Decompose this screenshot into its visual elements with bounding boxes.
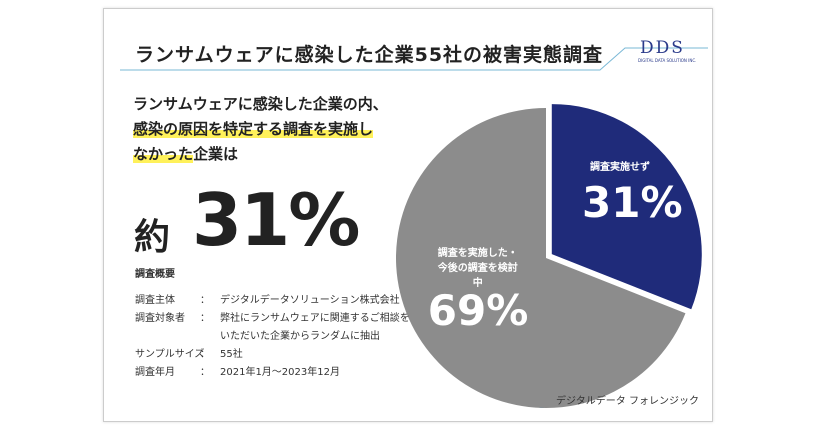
survey-detail: 2021年1月～2023年12月 (220, 367, 340, 378)
lead-highlight: なかった (133, 145, 194, 163)
lead-line: 企業は (193, 145, 239, 163)
survey-detail: 弊社にランサムウェアに関連するご相談を (220, 313, 410, 324)
brand: デジタルデータ フォレンジック (556, 396, 699, 407)
survey-detail: いただいた企業からランダムに抽出 (220, 331, 380, 342)
survey-sep: ： (200, 313, 210, 324)
survey-label: サンプルサイズ (135, 349, 205, 360)
title-rule (120, 47, 708, 71)
survey-label: 調査主体 (135, 295, 175, 306)
title: ランサムウェアに感染した企業55社の被害実態調査 (135, 44, 604, 66)
slice-value: 69% (427, 286, 529, 336)
pie (396, 104, 702, 408)
survey-detail: 55社 (220, 349, 243, 360)
slice-label: 調査実施せず (590, 161, 651, 173)
slice-label: 調査を実施した・今後の調査を検討中 (437, 248, 518, 290)
lead-line: 感染の原因を特定する調査を実施し (133, 120, 374, 138)
survey-label: 調査年月 (135, 367, 175, 378)
survey-title: 調査概要 (135, 269, 175, 280)
logo-sub: DIGITAL DATA SOLUTION INC. (638, 58, 697, 63)
survey-sep: ： (200, 349, 210, 360)
survey-sep: ： (200, 295, 210, 306)
lead-line: ランサムウェアに感染した企業の内、 (133, 95, 388, 113)
prefix: 約 (134, 217, 171, 258)
survey-label: 調査対象者 (135, 313, 185, 324)
headline-value: 31% (192, 178, 360, 262)
pie-slice (551, 104, 702, 310)
logo: DDS (640, 38, 685, 58)
survey-detail: デジタルデータソリューション株式会社 (220, 295, 400, 306)
slice-value: 31% (582, 177, 683, 227)
pie-slice (396, 108, 686, 408)
survey-sep: ： (200, 367, 210, 378)
